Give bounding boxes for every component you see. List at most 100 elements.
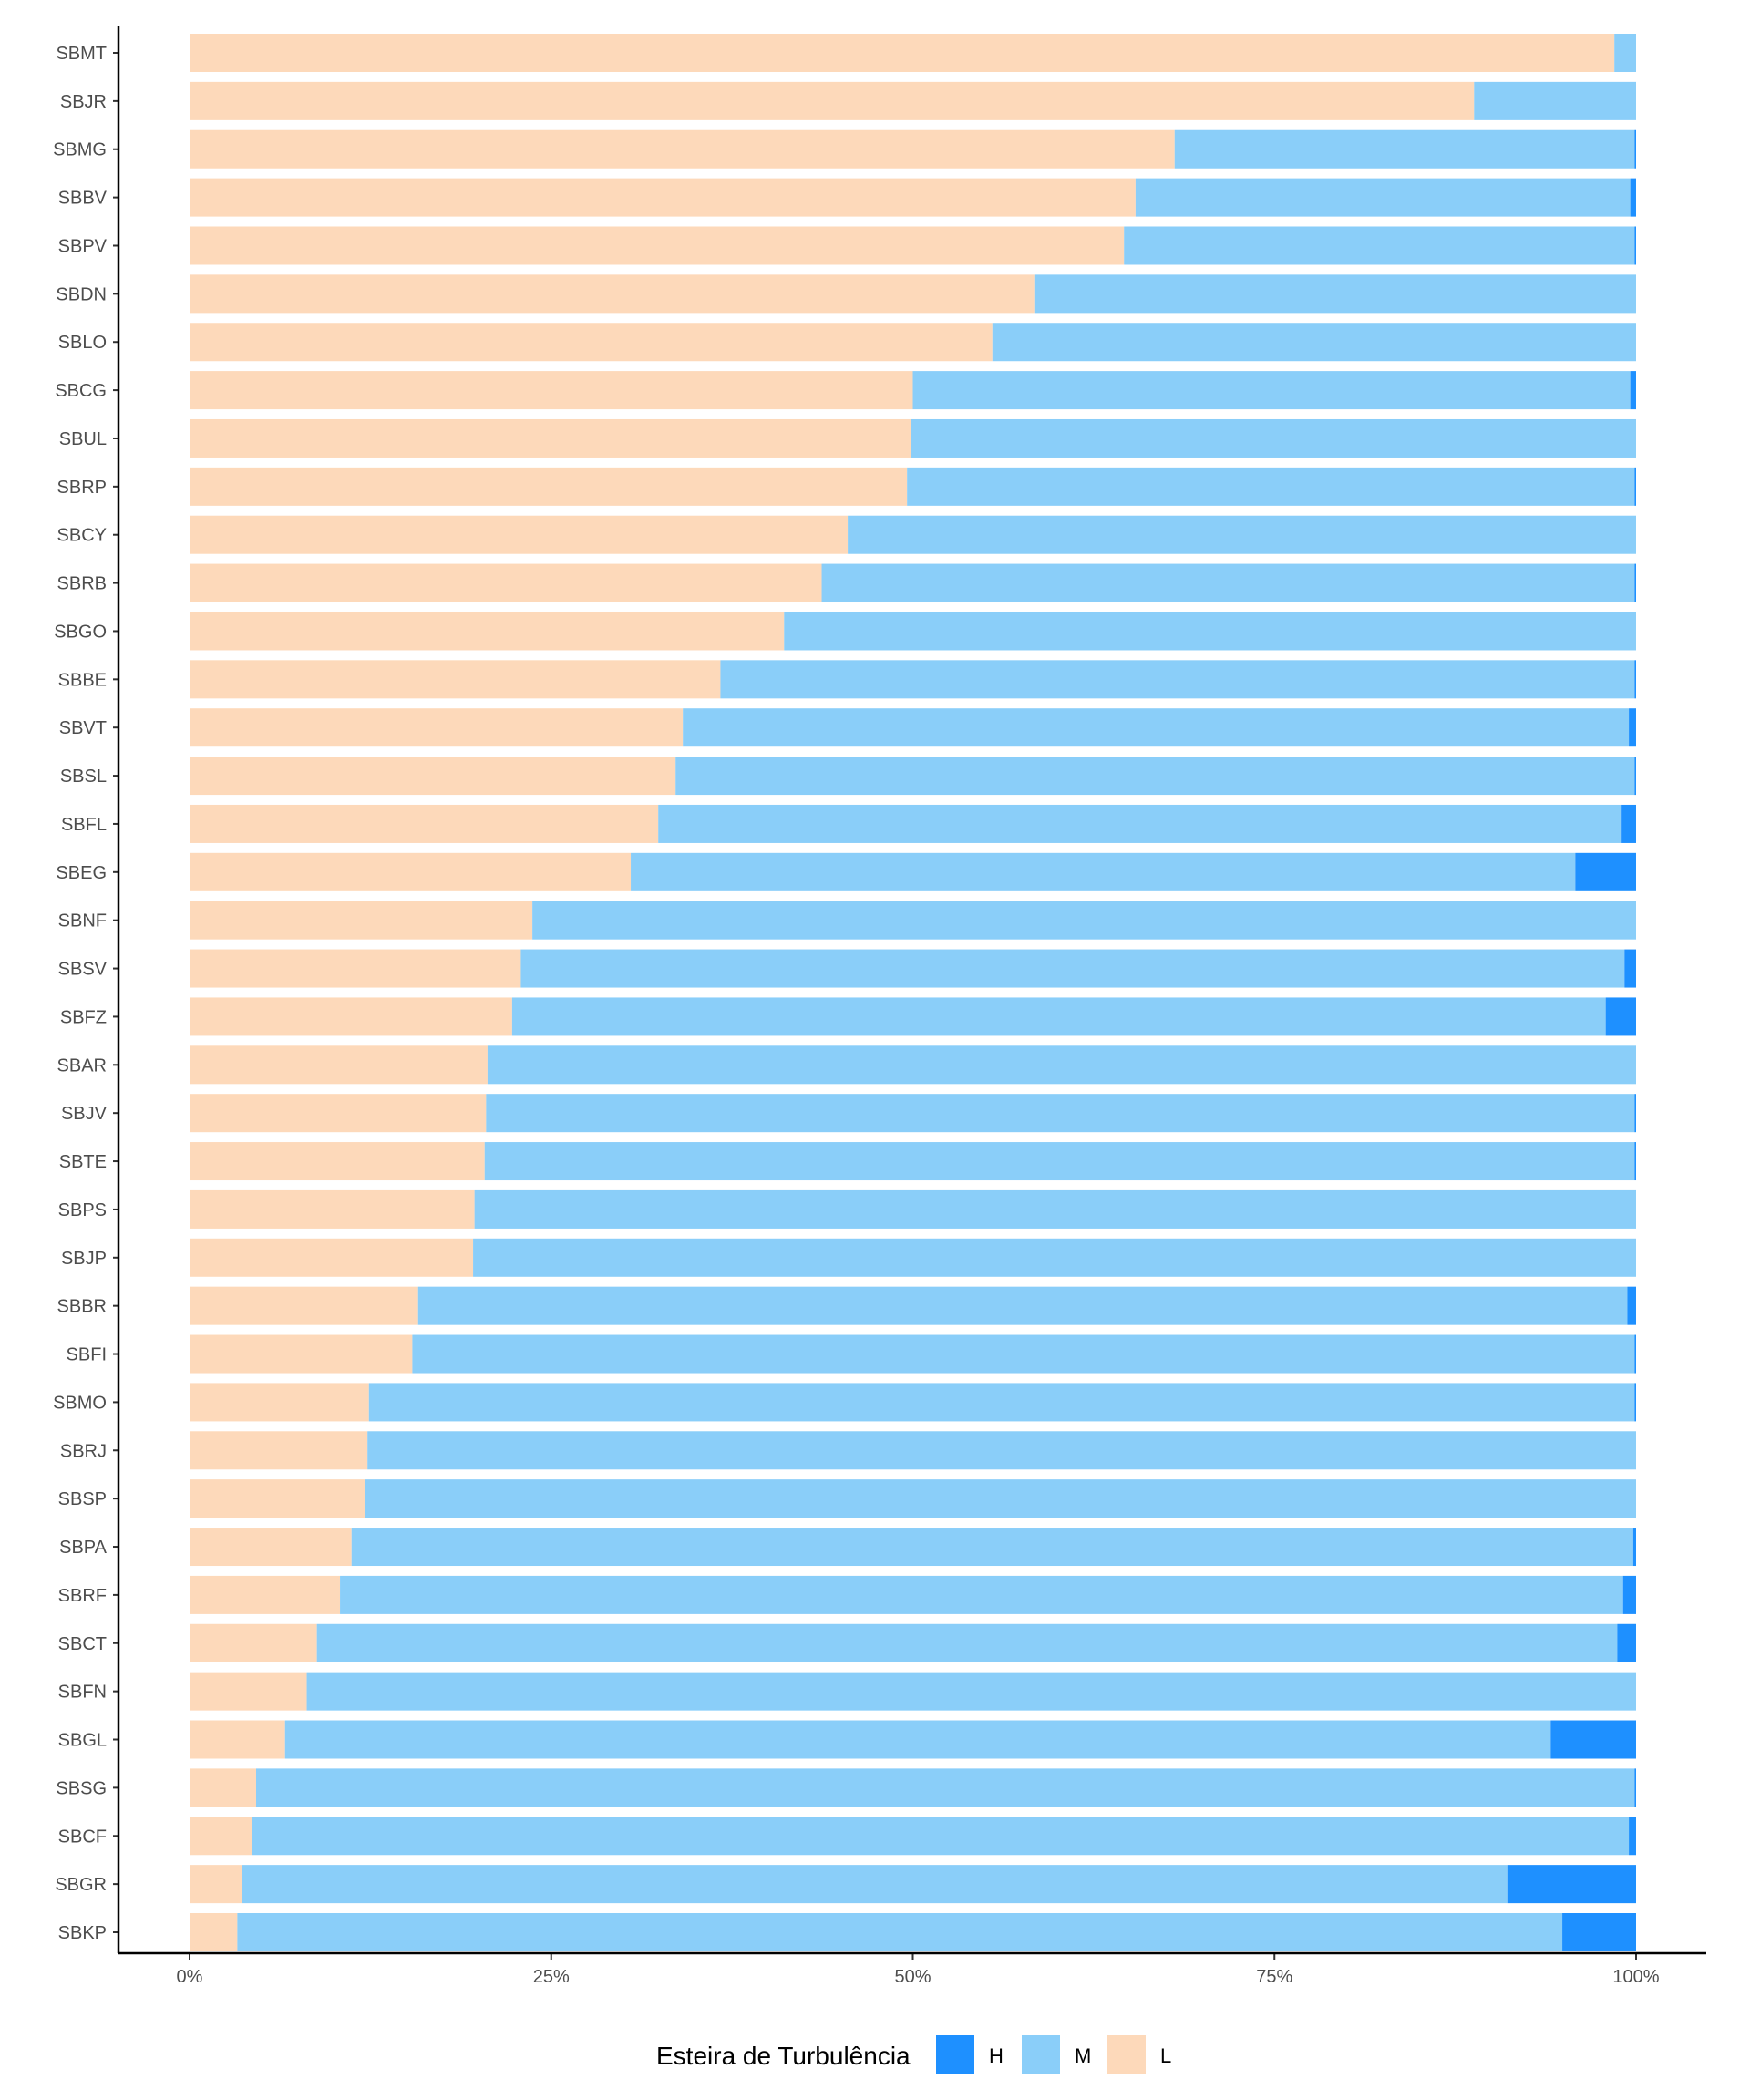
legend-title: Esteira de Turbulência (656, 2042, 911, 2070)
bar-sbmt-m (1614, 34, 1636, 72)
bar-sbbr-l (190, 1286, 418, 1325)
bar-sbjp-l (190, 1238, 474, 1277)
legend-key-h (936, 2035, 974, 2074)
bar-sbte-h (1634, 1142, 1636, 1181)
x-tick-label: 0% (177, 1967, 203, 1987)
bar-sbrf-h (1622, 1575, 1636, 1614)
bar-sbcf-l (190, 1817, 252, 1856)
y-tick-label: SBCG (55, 381, 107, 401)
x-tick-label: 75% (1256, 1967, 1292, 1987)
bar-sbct-h (1617, 1623, 1636, 1662)
bar-sbpa-l (190, 1528, 352, 1567)
y-tick-label: SBSL (60, 767, 107, 787)
bar-sbcy-l (190, 515, 849, 554)
bar-sbmt-l (190, 34, 1615, 72)
y-tick-label: SBVT (59, 718, 107, 738)
y-tick-label: SBFL (61, 815, 107, 835)
bar-sbgr-m (242, 1865, 1508, 1904)
bar-sbrj-m (367, 1431, 1637, 1470)
y-tick-label: SBSV (58, 960, 108, 980)
bar-sbbv-m (1135, 178, 1631, 217)
bar-sbmg-m (1174, 129, 1635, 169)
bar-sbcg-l (190, 371, 913, 410)
bar-sbvt-m (683, 708, 1630, 747)
bar-sbeg-l (190, 852, 632, 891)
bar-sbdn-l (190, 274, 1035, 314)
bar-sbrb-h (1634, 563, 1636, 602)
legend-label-l: L (1160, 2044, 1171, 2067)
bar-sbcy-m (848, 515, 1636, 554)
y-tick-label: SBJP (61, 1249, 107, 1269)
bar-sbjv-m (486, 1094, 1635, 1133)
bar-sbmg-h (1634, 129, 1636, 169)
bar-sbcf-m (252, 1817, 1630, 1856)
y-tick-label: SBCT (58, 1634, 107, 1654)
bar-sbfz-h (1605, 997, 1636, 1036)
y-tick-label: SBAR (57, 1055, 107, 1076)
bar-sbkp-m (237, 1913, 1563, 1951)
y-tick-label: SBUL (59, 429, 107, 449)
bar-sbsp-m (365, 1479, 1636, 1518)
bar-sbfi-l (190, 1334, 413, 1374)
bar-sbbe-h (1634, 660, 1636, 699)
y-tick-label: SBBV (58, 189, 108, 209)
bar-sbrj-l (190, 1431, 368, 1470)
legend-label-h: H (989, 2044, 1004, 2067)
bar-sbfz-m (511, 997, 1606, 1036)
bar-sbfl-m (658, 804, 1622, 843)
y-tick-label: SBFZ (60, 1007, 107, 1027)
bar-sbmg-l (190, 129, 1175, 169)
bar-sbbe-l (190, 660, 721, 699)
bar-sbsv-m (520, 949, 1625, 988)
bar-sbfi-h (1634, 1334, 1636, 1374)
bar-sbte-l (190, 1142, 485, 1181)
bar-sbct-m (316, 1623, 1618, 1662)
y-tick-label: SBCY (57, 526, 107, 546)
bar-sblo-l (190, 323, 993, 362)
y-tick-label: SBGL (58, 1731, 107, 1751)
bar-sbfl-l (190, 804, 659, 843)
bar-sbrb-l (190, 563, 822, 602)
bar-sbbr-h (1627, 1286, 1636, 1325)
legend-key-m (1022, 2035, 1060, 2074)
bar-sbjr-l (190, 81, 1475, 120)
bar-sbpv-m (1124, 226, 1635, 265)
y-tick-label: SBRF (58, 1586, 107, 1606)
bar-sbbe-m (720, 660, 1635, 699)
bar-sbsg-l (190, 1768, 256, 1807)
bar-sbrp-m (907, 467, 1635, 506)
bar-sbte-m (484, 1142, 1635, 1181)
bar-sbfz-l (190, 997, 512, 1036)
bar-sbsl-h (1634, 757, 1636, 796)
bar-sbul-l (190, 418, 911, 458)
y-tick-label: SBJR (60, 92, 107, 112)
bar-sbgl-h (1550, 1720, 1636, 1759)
bar-sbcg-h (1630, 371, 1636, 410)
bar-sbrf-m (340, 1575, 1623, 1614)
y-tick-label: SBMO (53, 1393, 107, 1413)
bar-sblo-m (992, 323, 1636, 362)
x-tick-label: 25% (533, 1967, 570, 1987)
bar-sbvt-h (1629, 708, 1636, 747)
bar-sbfl-h (1621, 804, 1636, 843)
bar-sbct-l (190, 1623, 317, 1662)
y-tick-label: SBMG (53, 140, 107, 160)
bar-sbgl-m (284, 1720, 1551, 1759)
x-tick-label: 100% (1612, 1967, 1659, 1987)
bar-sbul-m (911, 418, 1636, 458)
bar-sbcg-m (912, 371, 1631, 410)
bar-sbps-m (474, 1189, 1636, 1229)
y-tick-label: SBBE (58, 670, 107, 690)
y-tick-label: SBJV (61, 1104, 108, 1124)
bar-sbsl-m (675, 757, 1635, 796)
y-tick-label: SBGR (55, 1875, 107, 1895)
bar-sbgr-l (190, 1865, 242, 1904)
bar-sbpv-h (1634, 226, 1636, 265)
y-tick-label: SBPV (58, 236, 108, 256)
bar-sbvt-l (190, 708, 684, 747)
y-tick-label: SBLO (58, 333, 107, 353)
bar-sbcf-h (1629, 1817, 1636, 1856)
y-tick-label: SBFN (58, 1683, 107, 1703)
bars-group (190, 34, 1637, 1951)
